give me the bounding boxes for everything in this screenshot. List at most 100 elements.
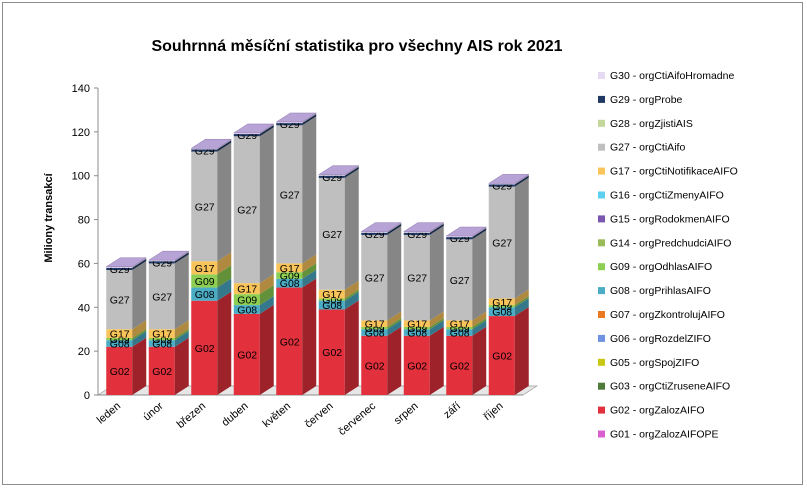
bar-segment	[488, 184, 515, 187]
bar-segment	[276, 263, 303, 273]
bar-segment	[318, 309, 345, 395]
bar-segment	[148, 337, 175, 341]
data-label: G17	[365, 319, 385, 331]
bar-segment	[488, 186, 515, 299]
legend-item: G29 - orgProbe	[598, 94, 683, 106]
bar-segment	[361, 335, 388, 395]
bar-segment	[361, 234, 388, 321]
data-label: G17	[492, 297, 512, 309]
bar-segment	[318, 289, 345, 299]
bar-segment	[446, 335, 473, 395]
legend-item: G07 - orgZkontrolujAIFO	[598, 309, 725, 321]
legend-label: G06 - orgRozdelZIFO	[610, 333, 711, 345]
bar-segment-side	[344, 291, 359, 310]
legend-swatch	[598, 358, 605, 366]
bar-segment	[233, 294, 260, 306]
bar-top	[275, 112, 318, 123]
bar-top	[105, 257, 148, 267]
legend-swatch	[598, 167, 605, 175]
y-tick-label: 80	[78, 215, 90, 227]
data-label: G08	[407, 328, 427, 340]
bar-segment-side	[302, 278, 317, 395]
legend-swatch	[598, 239, 605, 247]
bar-segment-side	[132, 337, 147, 395]
x-tick-label: duben	[220, 400, 251, 429]
bar-segment	[191, 148, 218, 150]
legend-label: G16 - orgCtiZmenyAIFO	[610, 190, 724, 202]
bar-segment-side	[387, 225, 402, 321]
legend-item: G09 - orgOdhlasAIFO	[598, 261, 712, 273]
legend-swatch	[598, 72, 605, 79]
bar-segment	[106, 340, 133, 347]
bar-top	[445, 226, 488, 237]
bar-segment-side	[302, 263, 317, 279]
data-label: G02	[450, 360, 470, 372]
data-label: G08	[237, 304, 257, 316]
bar-segment-side	[429, 223, 444, 235]
data-label: G08	[280, 278, 300, 290]
bar-segment	[361, 320, 388, 328]
legend-item: G28 - orgZjistiAIS	[598, 118, 693, 130]
x-tick-label: červen	[303, 400, 336, 430]
legend-swatch	[598, 263, 605, 271]
bar-segment-side	[472, 320, 487, 336]
data-label: G08	[195, 289, 215, 301]
bar-segment	[403, 232, 430, 235]
legend-item: G03 - orgCtiZruseneAIFO	[598, 381, 730, 393]
legend-item: G30 - orgCtiAifoHromadne	[598, 70, 734, 82]
legend-label: G09 - orgOdhlasAIFO	[610, 261, 712, 273]
bar-segment	[488, 307, 515, 317]
legend-label: G08 - orgPrihlasAIFO	[610, 285, 711, 297]
y-tick-label: 140	[72, 83, 90, 95]
bar-segment	[446, 327, 473, 330]
data-label: G08	[450, 328, 470, 340]
bar-segment-side	[302, 114, 317, 126]
bar-segment-side	[472, 311, 487, 328]
legend-item: G15 - orgRodokmenAIFO	[598, 213, 730, 225]
bar-segment-side	[514, 289, 529, 306]
bar-segment-side	[387, 320, 402, 336]
legend-swatch	[598, 119, 605, 127]
bar-segment	[403, 327, 430, 330]
bar-segment	[403, 231, 430, 233]
bar-segment	[488, 305, 515, 308]
legend-label: G03 - orgCtiZruseneAIFO	[610, 381, 730, 393]
bar-segment	[446, 320, 473, 328]
data-label: G09	[195, 276, 215, 288]
bar-segment-side	[132, 261, 147, 330]
bar-segment-side	[132, 328, 147, 341]
bar-segment-side	[217, 252, 232, 275]
bar-segment	[148, 329, 175, 338]
bar-segment	[233, 134, 260, 137]
data-label: G27	[492, 238, 512, 250]
x-tick-label: březen	[175, 400, 208, 431]
legend-label: G29 - orgProbe	[610, 94, 683, 106]
data-label: G08	[110, 338, 130, 350]
bar-segment	[318, 298, 345, 301]
bar-segment	[276, 123, 303, 126]
chart-title: Souhrnná měsíční statistika pro všechny …	[151, 38, 562, 55]
legend-swatch	[598, 287, 605, 295]
legend-swatch	[598, 406, 605, 414]
legend-label: G30 - orgCtiAifoHromadne	[610, 70, 734, 82]
bar-top	[360, 222, 403, 232]
legend-label: G15 - orgRodokmenAIFO	[610, 213, 730, 225]
bar-segment	[361, 327, 388, 330]
bar-segment	[318, 175, 345, 178]
bar-segment-side	[472, 326, 487, 395]
legend-swatch	[598, 311, 605, 318]
x-tick-label: červenec	[336, 400, 378, 438]
data-label: G02	[492, 351, 512, 363]
bar-segment-side	[259, 304, 274, 395]
bar-segment	[106, 267, 133, 271]
bar-segment	[148, 260, 175, 262]
legend-label: G27 - orgCtiAifo	[610, 142, 685, 154]
legend-label: G28 - orgZjistiAIS	[610, 118, 693, 130]
bar-segment	[361, 231, 388, 233]
bar-segment-side	[514, 298, 529, 317]
data-label: G02	[152, 366, 172, 378]
bar-segment-side	[472, 228, 487, 240]
